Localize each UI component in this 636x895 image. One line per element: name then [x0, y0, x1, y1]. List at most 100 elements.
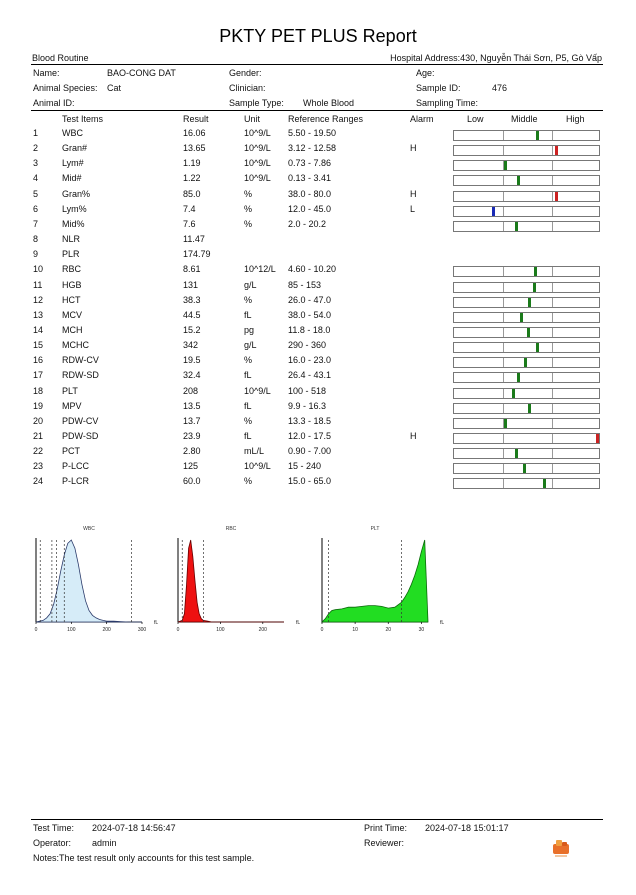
test-time-label: Test Time:: [33, 823, 75, 833]
x-unit-label: fL: [154, 620, 158, 626]
test-item: Lym%: [62, 203, 87, 214]
row-number: 22: [33, 446, 44, 457]
test-item: MPV: [62, 400, 82, 411]
table-row: 23 P-LCC 125 10^9/L 15 - 240: [0, 461, 636, 476]
test-result: 16.06: [183, 128, 206, 138]
clinician-label: Clinician:: [229, 83, 266, 93]
row-number: 16: [33, 355, 44, 366]
gauge-marker: [528, 403, 532, 413]
gauge-divider: [552, 403, 553, 413]
reference-range: 2.0 - 20.2: [288, 218, 327, 229]
x-tick-label: 10: [352, 627, 358, 633]
row-number: 21: [33, 431, 44, 441]
row-number: 9: [33, 249, 39, 260]
test-result: 174.79: [183, 249, 211, 260]
range-gauge: [453, 266, 600, 278]
alarm-flag: H: [410, 143, 417, 154]
reference-range: 290 - 360: [288, 340, 327, 351]
gauge-marker: [492, 206, 496, 216]
test-unit: %: [244, 476, 253, 487]
row-number: 19: [33, 400, 44, 411]
gauge-divider: [503, 464, 504, 474]
test-item: HGB: [62, 279, 82, 290]
test-unit: %: [244, 294, 253, 305]
x-unit-label: fL: [296, 620, 300, 626]
gauge-marker: [515, 449, 519, 459]
gauge-marker: [522, 464, 526, 474]
table-row: 11 HGB 131 g/L 85 - 153: [0, 280, 636, 295]
reference-range: 15.0 - 65.0: [288, 476, 332, 487]
col-test-items: Test Items: [62, 114, 104, 124]
test-unit: 10^9/L: [244, 143, 271, 154]
test-unit: 10^9/L: [244, 158, 271, 169]
reference-range: 11.8 - 18.0: [288, 324, 331, 335]
gauge-marker: [596, 434, 599, 443]
gauge-divider: [503, 297, 504, 307]
test-result: 342: [183, 340, 199, 351]
histogram-title: RBC: [226, 526, 237, 532]
gender-label: Gender:: [229, 68, 262, 78]
sampling-time-label: Sampling Time:: [416, 98, 479, 108]
gauge-divider: [503, 403, 504, 413]
gauge-divider: [503, 146, 504, 156]
table-row: 12 HCT 38.3% 26.0 - 47.0: [0, 295, 636, 310]
test-unit: 10^9/L: [244, 385, 271, 396]
test-result: 7.4: [183, 203, 196, 214]
test-result: 60.0: [183, 476, 201, 487]
section-title: Blood Routine: [32, 53, 89, 63]
range-gauge: [453, 433, 600, 444]
gauge-divider: [552, 343, 553, 353]
sample-id-label: Sample ID:: [416, 83, 461, 93]
row-number: 17: [33, 370, 44, 381]
report-title: PKTY PET PLUS Report: [219, 26, 417, 46]
reference-range: 0.73 - 7.86: [288, 158, 332, 169]
test-result: 11.47: [183, 234, 205, 245]
test-result: 23.9: [183, 431, 201, 441]
gauge-divider: [503, 176, 504, 186]
table-row: 14 MCH 15.2 pg 11.8 - 18.0: [0, 325, 636, 340]
sample-type-label: Sample Type:: [229, 98, 284, 108]
x-tick-label: 200: [102, 627, 111, 633]
reference-range: 0.13 - 3.41: [288, 173, 332, 184]
range-gauge: [453, 145, 600, 157]
range-gauge: [453, 463, 600, 475]
row-number: 12: [33, 294, 44, 305]
col-unit: Unit: [244, 114, 261, 124]
species-value: Cat: [107, 83, 122, 93]
test-unit: mL/L: [244, 446, 265, 457]
gauge-divider: [503, 358, 504, 368]
gauge-divider: [552, 434, 553, 443]
col-reference: Reference Ranges: [288, 114, 364, 124]
test-unit: %: [244, 415, 253, 426]
gauge-marker: [515, 221, 519, 231]
table-row: 21 PDW-SD 23.9 fL 12.0 - 17.5 H: [0, 431, 636, 446]
test-unit: 10^9/L: [244, 173, 271, 184]
hospital-address: Hospital Address:430, Nguyễn Thái Sơn, P…: [390, 53, 602, 63]
name-value: BAO-CONG DAT: [107, 68, 176, 78]
age-label: Age:: [416, 68, 435, 78]
gauge-marker: [526, 327, 530, 337]
gauge-divider: [552, 449, 553, 459]
col-result: Result: [183, 114, 209, 124]
gauge-divider: [503, 343, 504, 353]
gauge-divider: [552, 373, 553, 383]
test-result: 13.65: [183, 143, 206, 154]
row-number: 2: [33, 143, 39, 154]
test-unit: pg: [244, 324, 255, 335]
row-number: 5: [33, 188, 39, 199]
gauge-marker: [516, 176, 520, 186]
header-rule: [31, 64, 603, 65]
test-item: HCT: [62, 294, 81, 305]
x-tick-label: 20: [385, 627, 391, 633]
histogram-title: PLT: [371, 526, 380, 532]
table-row: 7 Mid% 7.6% 2.0 - 20.2: [0, 219, 636, 234]
gauge-divider: [552, 327, 553, 337]
test-item: MCHC: [62, 340, 89, 351]
histogram-curve: [321, 539, 429, 623]
gauge-divider: [503, 221, 504, 231]
range-gauge: [453, 417, 600, 429]
gauge-divider: [552, 176, 553, 186]
gauge-divider: [552, 297, 553, 307]
reference-range: 5.50 - 19.50: [288, 128, 337, 138]
x-unit-label: fL: [440, 620, 444, 626]
